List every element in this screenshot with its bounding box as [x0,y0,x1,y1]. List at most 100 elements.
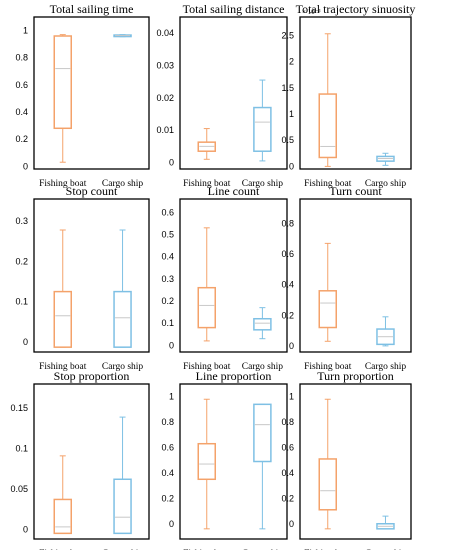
box-cargo-ship [253,403,272,530]
plot-frame [179,383,288,540]
x-category-label: Cargo ship [102,179,144,189]
y-tick-label: 0.2 [15,256,28,266]
y-tick-label: 0.6 [161,207,174,217]
y-tick-label: 0.2 [281,493,294,503]
x-category-label: Cargo ship [102,362,144,372]
y-tick-label: 0.02 [156,93,174,103]
box-fishing-boat [197,128,216,160]
y-tick-label: 0.1 [161,318,174,328]
x-category-label: Fishing boat [304,362,352,372]
y-tick-label: 0 [169,158,174,168]
panel-line-count: Line count 0 0.1 0.2 0.3 0.4 0.5 0.6 Fishing boa… [161,184,288,372]
y-tick-label: 0 [289,161,294,171]
interquartile-box [53,498,72,535]
interquartile-box [253,403,272,463]
box-fishing-boat [197,227,216,342]
box-cargo-ship [376,316,395,347]
interquartile-box [318,93,337,159]
box-fishing-boat [53,455,72,535]
y-tick-label: 0.6 [281,249,294,259]
interquartile-box [318,290,337,329]
box-cargo-ship [113,34,132,38]
y-tick-label: 0.03 [156,61,174,71]
y-tick-label: 0.05 [10,484,28,494]
box-fishing-boat [318,242,337,342]
y-tick-label: 0.4 [281,280,294,290]
box-fishing-boat [53,229,72,348]
y-tick-label: 0.3 [15,216,28,226]
interquartile-box [197,442,216,481]
y-tick-label: 0.2 [15,134,28,144]
y-tick-label: 0.8 [281,417,294,427]
interquartile-box [253,106,272,152]
panel-title: Turn count [329,184,382,198]
y-tick-label: 0 [23,161,28,171]
y-tick-label: 0.2 [161,493,174,503]
x-category-label: Cargo ship [365,179,407,189]
x-category-label: Fishing boat [39,362,87,372]
panel-title: Stop proportion [54,369,130,383]
box-cargo-ship [253,307,272,340]
interquartile-box [197,286,216,329]
interquartile-box [53,35,72,130]
scale-multiplier-label: × 10⁻³ [302,8,321,16]
y-tick-label: 0.1 [15,297,28,307]
panel-total-sailing-time: Total sailing time 0 0.2 0.4 0.6 0.8 1 Fishing … [15,2,150,189]
plot-frame [299,16,412,170]
plot-frame [299,383,412,540]
panel-title: Line proportion [196,369,272,383]
box-cargo-ship [376,515,395,530]
panel-title: Line count [208,184,260,198]
x-category-label: Fishing boat [183,179,231,189]
x-category-label: Cargo ship [242,362,284,372]
y-tick-label: 0.4 [15,107,28,117]
y-tick-label: 0.6 [15,80,28,90]
y-tick-label: 0.1 [15,444,28,454]
y-tick-label: 0 [169,340,174,350]
y-tick-label: 2.5 [281,30,294,40]
interquartile-box [253,317,272,331]
y-tick-label: 0.8 [15,53,28,63]
x-category-label: Cargo ship [242,179,284,189]
box-fishing-boat [53,34,72,163]
y-tick-label: 0.04 [156,28,174,38]
plot-frame [33,16,150,170]
panel-turn-count: Turn count 0 0.2 0.4 0.6 0.8 Fishing boat Cargo… [281,184,412,372]
y-tick-label: 0 [289,519,294,529]
panel-title: Total sailing time [50,2,134,16]
y-tick-label: 0.3 [161,274,174,284]
panel-total-sailing-distance: Total sailing distance 0 0.01 0.02 0.03 0.04 F… [156,2,288,189]
y-tick-label: 0.01 [156,125,174,135]
x-category-label: Fishing boat [304,179,352,189]
y-tick-label: 0 [23,337,28,347]
y-tick-label: 0.8 [161,417,174,427]
interquartile-box [113,290,132,348]
panel-title: Total sailing distance [183,2,285,16]
box-fishing-boat [318,33,337,167]
plot-frame [33,383,150,540]
y-tick-label: 1 [23,26,28,36]
x-category-label: Fishing boat [183,362,231,372]
y-tick-label: 1 [289,109,294,119]
box-cargo-ship [253,79,272,162]
box-cargo-ship [376,152,395,166]
panel-title: Turn proportion [317,369,394,383]
y-tick-label: 0.8 [281,218,294,228]
box-cargo-ship [113,229,132,348]
plot-frame [299,198,412,353]
panel-total-trajectory-sinuosity: Total trajectory sinuosity× 10⁻³ 0 0.5 1 1.5… [281,2,415,189]
interquartile-box [53,290,72,348]
box-fishing-boat [318,398,337,530]
y-tick-label: 0.5 [281,135,294,145]
panel-title: Stop count [66,184,118,198]
y-tick-label: 0.15 [10,403,28,413]
x-category-label: Cargo ship [365,362,407,372]
y-tick-label: 0.4 [281,468,294,478]
panel-title: Total trajectory sinuosity [296,2,416,16]
x-category-label: Fishing boat [39,179,87,189]
y-tick-label: 0.2 [281,310,294,320]
